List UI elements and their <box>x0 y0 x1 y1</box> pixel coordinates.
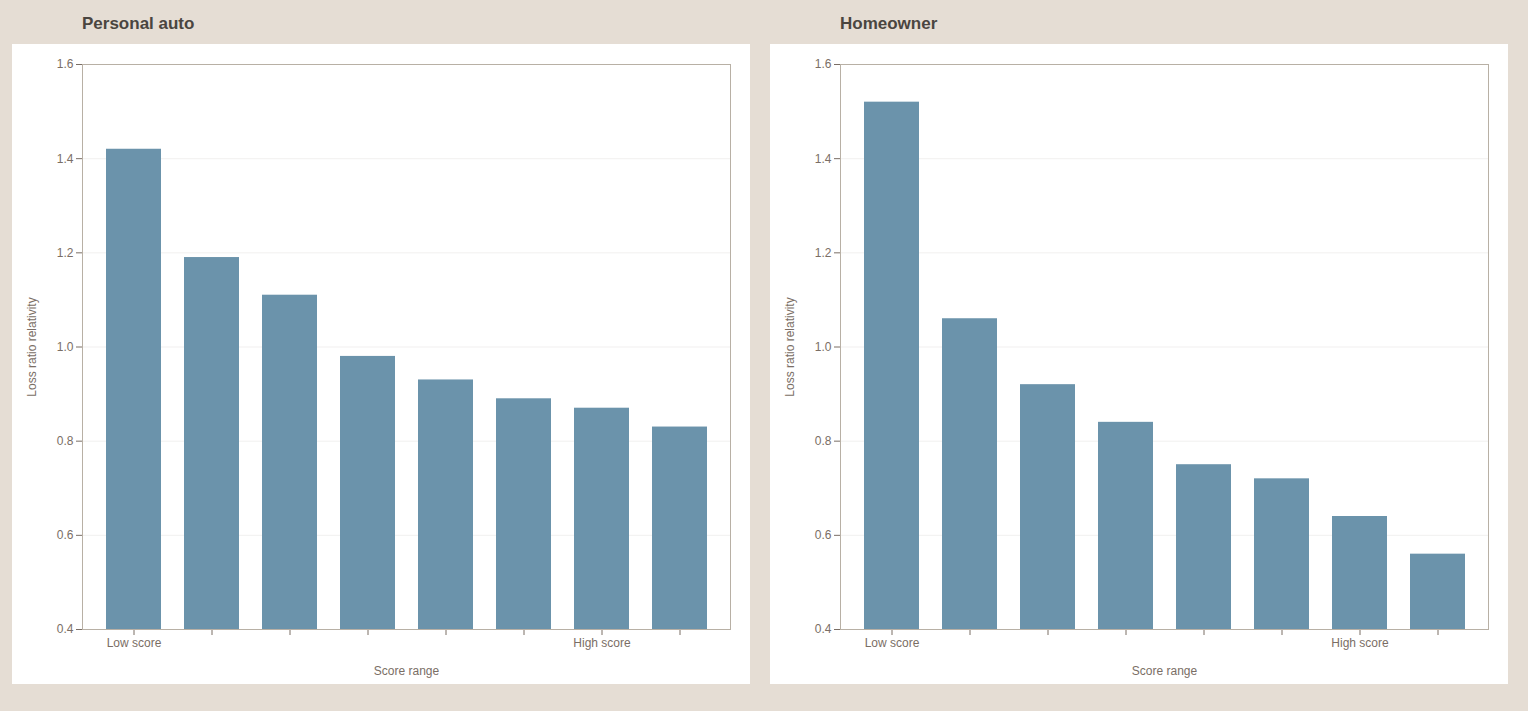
svg-text:Low score: Low score <box>107 636 162 650</box>
svg-text:1.4: 1.4 <box>815 152 832 166</box>
svg-text:Score range: Score range <box>374 664 440 678</box>
html-text:Homeowner: Homeowner <box>840 14 938 33</box>
svg-text:1.4: 1.4 <box>57 152 74 166</box>
svg-text:1.0: 1.0 <box>57 340 74 354</box>
svg-text:Loss ratio relativity: Loss ratio relativity <box>25 297 39 396</box>
svg-text:1.0: 1.0 <box>815 340 832 354</box>
svg-text:0.8: 0.8 <box>815 434 832 448</box>
svg-text:1.6: 1.6 <box>815 57 832 71</box>
svg-text:High score: High score <box>1331 636 1389 650</box>
svg-text:High score: High score <box>573 636 631 650</box>
html-text:Personal auto: Personal auto <box>82 14 195 33</box>
svg-text:0.6: 0.6 <box>815 528 832 542</box>
svg-text:0.4: 0.4 <box>57 622 74 636</box>
svg-text:1.6: 1.6 <box>57 57 74 71</box>
svg-text:Loss ratio relativity: Loss ratio relativity <box>783 297 797 396</box>
svg-text:0.4: 0.4 <box>815 622 832 636</box>
svg-text:Low score: Low score <box>865 636 920 650</box>
svg-text:1.2: 1.2 <box>815 246 832 260</box>
svg-text:0.6: 0.6 <box>57 528 74 542</box>
svg-text:0.8: 0.8 <box>57 434 74 448</box>
svg-text:1.2: 1.2 <box>57 246 74 260</box>
svg-text:Score range: Score range <box>1132 664 1198 678</box>
